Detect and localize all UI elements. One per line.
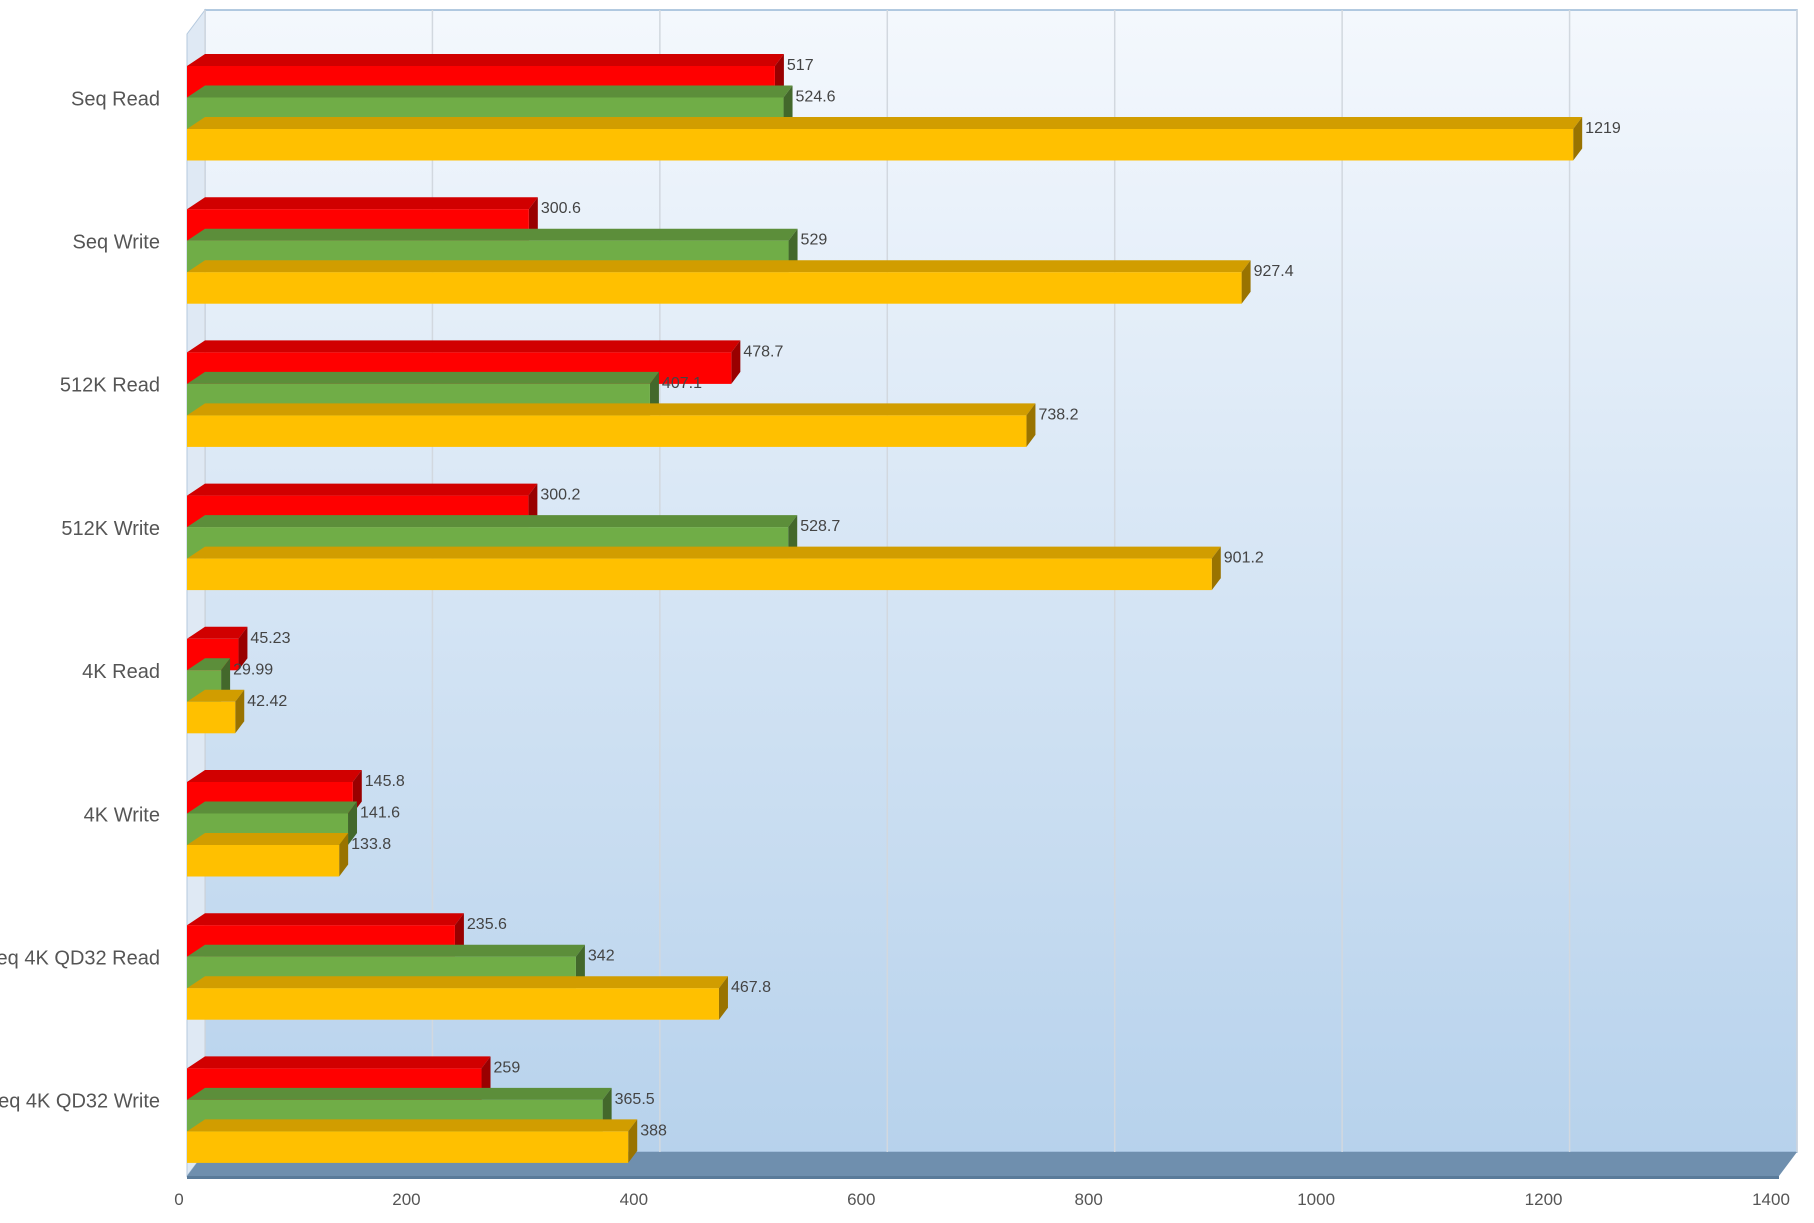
bar-top-face <box>187 546 1221 559</box>
x-tick-label: 1000 <box>1297 1190 1335 1209</box>
bar-front-face <box>187 845 340 877</box>
bar <box>187 976 728 1020</box>
data-label: 738.2 <box>1038 406 1078 423</box>
bar-top-face <box>187 689 245 702</box>
data-label: 141.6 <box>360 805 400 822</box>
bar-top-face <box>187 626 248 639</box>
bar <box>187 117 1583 161</box>
data-label: 235.6 <box>467 916 507 933</box>
data-label: 300.2 <box>540 487 580 504</box>
bar <box>187 833 349 877</box>
bar-top-face <box>187 260 1251 273</box>
bar-side-face <box>235 689 245 734</box>
x-tick-label: 1400 <box>1752 1190 1790 1209</box>
category-label: Seq Write <box>73 231 160 253</box>
data-label: 407.1 <box>662 375 702 392</box>
bar <box>187 1119 638 1163</box>
category-axis: Seq Read Seq Write 512K Read 512K Write 4K R… <box>0 88 160 1112</box>
category-label: 4K Read <box>82 661 160 683</box>
x-tick-label: 0 <box>174 1190 183 1209</box>
x-tick-label: 1200 <box>1525 1190 1563 1209</box>
data-label: 528.7 <box>800 518 840 535</box>
bar <box>187 403 1036 447</box>
bar-top-face <box>187 1087 612 1100</box>
bar-side-face <box>238 626 248 671</box>
data-label: 1219 <box>1585 120 1621 137</box>
bar-top-face <box>187 944 585 957</box>
bar-top-face <box>187 801 358 814</box>
data-label: 517 <box>787 57 814 74</box>
data-label: 29.99 <box>233 661 273 678</box>
floor-front <box>187 1176 1779 1179</box>
x-tick-label: 800 <box>1075 1190 1103 1209</box>
bar-front-face <box>187 129 1574 161</box>
category-label: 4K Write <box>84 804 160 826</box>
data-label: 259 <box>494 1059 521 1076</box>
data-label: 927.4 <box>1254 263 1294 280</box>
bar-top-face <box>187 483 538 496</box>
data-label: 342 <box>588 948 615 965</box>
bar <box>187 546 1221 591</box>
bar-top-face <box>187 658 231 671</box>
bar-front-face <box>187 1131 629 1163</box>
x-tick-label: 200 <box>392 1190 420 1209</box>
bar-top-face <box>187 197 538 210</box>
bar <box>187 260 1251 304</box>
bar <box>187 689 245 734</box>
data-label: 145.8 <box>365 773 405 790</box>
bar-side-face <box>348 801 358 845</box>
bar-top-face <box>187 54 784 66</box>
bar-top-face <box>187 913 464 926</box>
bar-side-face <box>628 1119 638 1163</box>
x-tick-label: 600 <box>847 1190 875 1209</box>
category-label: 512K Read <box>60 375 160 397</box>
data-label: 467.8 <box>731 979 771 996</box>
bar-front-face <box>187 415 1027 447</box>
data-label: 42.42 <box>247 693 287 710</box>
bar-top-face <box>187 117 1583 129</box>
bar-top-face <box>187 228 798 241</box>
value-axis: 0 200 400 600 800 1000 1200 1400 <box>174 1190 1790 1209</box>
bar-top-face <box>187 1119 638 1132</box>
bar-side-face <box>731 340 741 384</box>
category-label: Seq 4K QD32 Read <box>0 947 160 969</box>
data-label: 365.5 <box>615 1091 655 1108</box>
bar-side-face <box>339 833 349 877</box>
bar-top-face <box>187 770 362 782</box>
data-label: 45.23 <box>250 630 290 647</box>
data-label: 901.2 <box>1224 550 1264 567</box>
bar-top-face <box>187 1056 491 1069</box>
bar-side-face <box>1573 117 1583 161</box>
data-labels: 517 524.6 1219 300.6 529 927.4 478.7 407.1 738.2… <box>233 57 1621 1139</box>
bar-front-face <box>187 272 1242 304</box>
bar-top-face <box>187 515 798 528</box>
bar-front-face <box>187 558 1212 591</box>
bar-top-face <box>187 85 793 98</box>
data-label: 529 <box>801 232 828 249</box>
bar-front-face <box>187 701 236 734</box>
bar-top-face <box>187 340 741 353</box>
data-label: 478.7 <box>743 343 783 360</box>
bar-side-face <box>1241 260 1251 304</box>
bar-side-face <box>1026 403 1036 447</box>
category-label: Seq 4K QD32 Write <box>0 1091 160 1113</box>
data-label: 524.6 <box>796 89 836 106</box>
bar-top-face <box>187 976 728 989</box>
data-label: 133.8 <box>351 836 391 853</box>
category-label: 512K Write <box>61 518 160 540</box>
bars <box>187 54 1583 1163</box>
bar-side-face <box>1211 546 1221 591</box>
bar-top-face <box>187 371 659 384</box>
x-tick-label: 400 <box>620 1190 648 1209</box>
bar-side-face <box>718 976 728 1020</box>
bar-front-face <box>187 988 719 1020</box>
bar-top-face <box>187 833 349 845</box>
bar-top-face <box>187 403 1036 416</box>
data-label: 388 <box>640 1122 667 1139</box>
category-label: Seq Read <box>71 88 160 110</box>
data-label: 300.6 <box>541 200 581 217</box>
